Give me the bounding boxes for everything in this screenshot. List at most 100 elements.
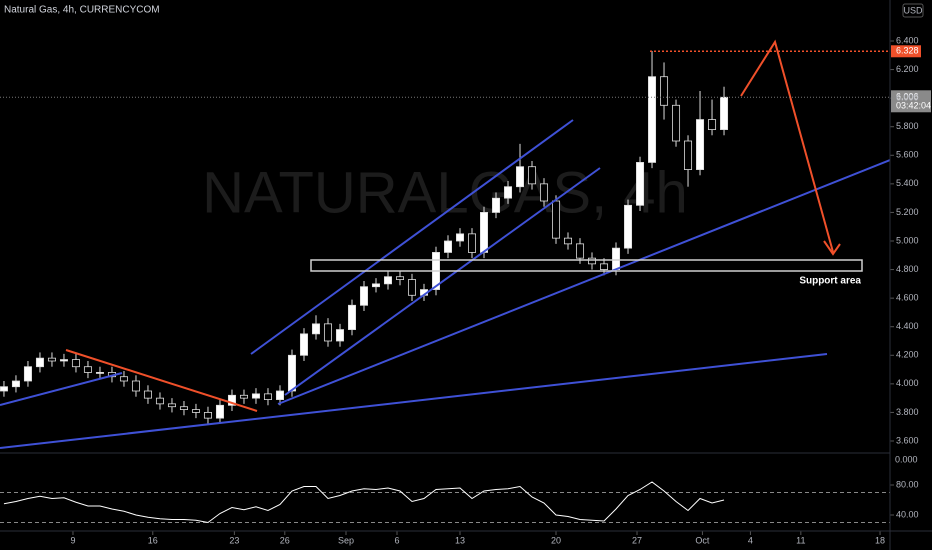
trendline bbox=[0, 353, 828, 449]
currency: USD bbox=[903, 5, 923, 15]
x-tick-label: 11 bbox=[796, 535, 805, 545]
x-tick-label: Sep bbox=[338, 535, 354, 545]
candle-body bbox=[83, 366, 92, 373]
projection-arrow bbox=[740, 39, 834, 253]
candle-body bbox=[648, 76, 657, 163]
y-tick-label: 4.400 bbox=[896, 321, 919, 331]
candle-body bbox=[371, 283, 380, 288]
candle-body bbox=[203, 412, 212, 419]
y-tick-label: 5.200 bbox=[896, 207, 919, 217]
channel-line bbox=[250, 119, 574, 355]
candle-body bbox=[275, 390, 284, 400]
chart-title: Natural Gas, 4h, CURRENCYCOM bbox=[4, 5, 160, 16]
x-tick-label: 4 bbox=[748, 535, 753, 545]
candle-body bbox=[395, 276, 404, 280]
y-tick-label: 3.600 bbox=[896, 435, 919, 445]
candle-body bbox=[251, 393, 260, 399]
candles bbox=[0, 51, 729, 424]
x-tick-label: 18 bbox=[875, 535, 885, 545]
rsi-line bbox=[3, 481, 725, 524]
candle-body bbox=[588, 257, 597, 265]
candle-body bbox=[95, 372, 104, 374]
y-tick-label: 4.200 bbox=[896, 350, 919, 360]
y-tick-label: 3.800 bbox=[896, 407, 919, 417]
candle-body bbox=[407, 279, 416, 296]
rsi-tick-label: 40.00 bbox=[896, 509, 919, 519]
x-tick-label: 16 bbox=[148, 535, 158, 545]
candle-body bbox=[263, 393, 272, 400]
candle-body bbox=[696, 119, 705, 170]
candle-body bbox=[287, 354, 296, 392]
y-tick-label: 5.000 bbox=[896, 235, 919, 245]
last-price-label: 6.006 bbox=[896, 92, 919, 102]
x-tick-label: 20 bbox=[551, 535, 561, 545]
y-tick-label: 5.800 bbox=[896, 121, 919, 131]
candle-body bbox=[636, 162, 645, 206]
candle-body bbox=[311, 323, 320, 335]
candle-body bbox=[119, 376, 128, 382]
candle-body bbox=[299, 333, 308, 356]
candle-body bbox=[492, 197, 501, 213]
candle-body bbox=[672, 104, 681, 142]
candle-body bbox=[335, 329, 344, 342]
candle-body bbox=[323, 323, 332, 342]
candle-body bbox=[23, 366, 32, 382]
candle-body bbox=[443, 240, 453, 253]
candle-body bbox=[155, 397, 164, 405]
y-tick-label: 4.800 bbox=[896, 264, 919, 274]
channel-line bbox=[284, 167, 601, 396]
candle-body bbox=[71, 359, 80, 368]
x-tick-label: 6 bbox=[394, 535, 399, 545]
candle-body bbox=[131, 380, 140, 392]
candle-body bbox=[480, 212, 489, 253]
rsi-tick-label: 80.00 bbox=[896, 479, 919, 489]
annotation: Support area bbox=[799, 276, 861, 287]
last-price-box bbox=[891, 90, 931, 113]
candle-body bbox=[552, 200, 561, 239]
candle-body bbox=[504, 186, 513, 199]
trendline bbox=[277, 159, 891, 405]
x-tick-label: 27 bbox=[632, 535, 642, 545]
candle-body bbox=[660, 76, 669, 106]
currency-box bbox=[902, 3, 924, 18]
candle-body bbox=[564, 237, 573, 245]
candle-body bbox=[167, 403, 176, 408]
candle-body bbox=[624, 204, 633, 249]
candle-body bbox=[468, 233, 477, 253]
candle-body bbox=[143, 390, 152, 399]
arrow-head bbox=[823, 240, 841, 256]
y-tick-label: 5.400 bbox=[896, 178, 919, 188]
candle-body bbox=[47, 357, 56, 362]
watermark: NATURALGAS, 4h bbox=[202, 160, 688, 225]
trendline bbox=[0, 372, 123, 406]
x-tick-label: 26 bbox=[280, 535, 290, 545]
lower-pane-label: 0.000 bbox=[895, 454, 918, 464]
high-label: 6.328 bbox=[896, 46, 919, 56]
x-tick-label: 23 bbox=[229, 535, 239, 545]
trendline bbox=[65, 349, 258, 412]
candle-body bbox=[59, 359, 68, 362]
candle-body bbox=[720, 96, 729, 130]
x-tick-label: 13 bbox=[455, 535, 465, 545]
support-box bbox=[310, 259, 863, 272]
candle-body bbox=[576, 243, 585, 259]
x-tick-label: Oct bbox=[695, 535, 710, 545]
y-tick-label: 4.000 bbox=[896, 378, 919, 388]
candle-body bbox=[11, 380, 20, 388]
y-tick-label: 6.400 bbox=[896, 35, 919, 45]
candle-body bbox=[383, 276, 392, 285]
x-tick-label: 9 bbox=[70, 535, 75, 545]
candle-body bbox=[456, 233, 465, 242]
candle-body bbox=[227, 394, 236, 406]
candle-body bbox=[0, 386, 8, 392]
y-tick-label: 4.600 bbox=[896, 293, 919, 303]
candle-body bbox=[684, 140, 693, 170]
candle-body bbox=[612, 247, 621, 270]
y-tick-label: 5.600 bbox=[896, 150, 919, 160]
candle-body bbox=[540, 183, 549, 202]
candle-body bbox=[239, 394, 248, 399]
high-box bbox=[891, 45, 921, 58]
